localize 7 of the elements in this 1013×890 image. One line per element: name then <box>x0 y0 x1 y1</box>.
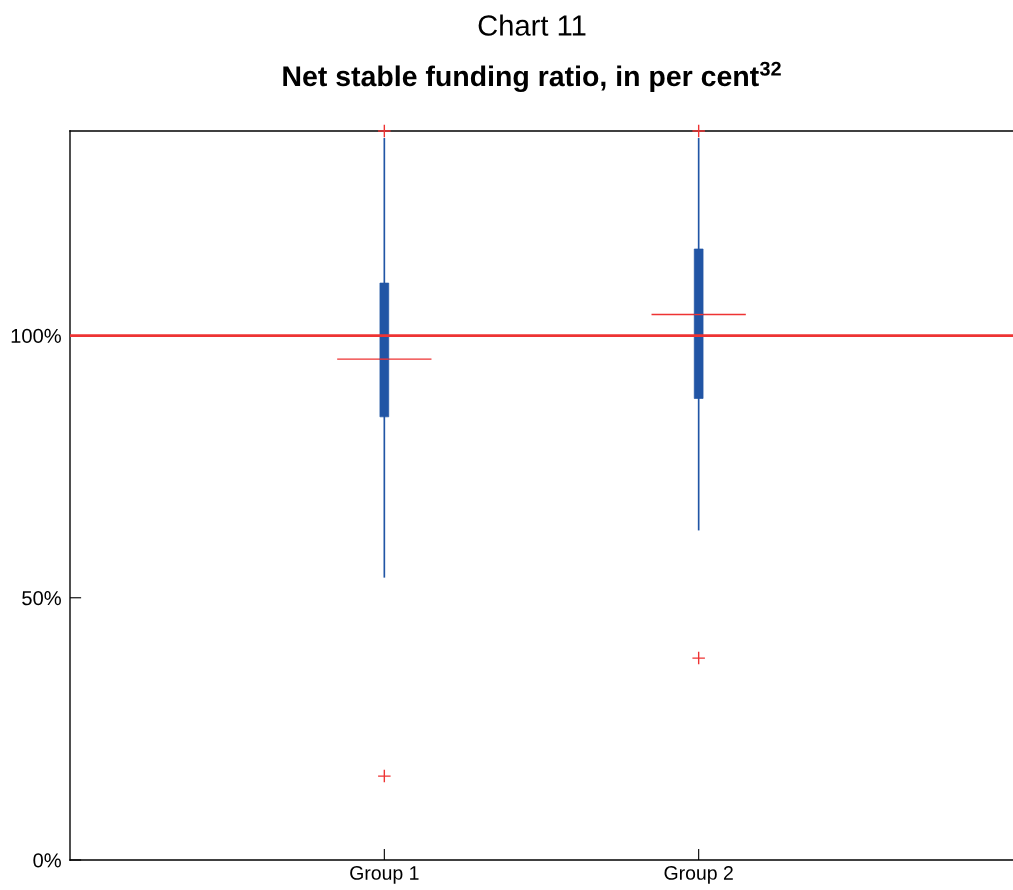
x-tick-label: Group 2 <box>664 866 733 884</box>
y-tick-label: 50% <box>22 591 61 606</box>
y-tick-label: 0% <box>33 853 61 868</box>
chart-title: Chart 11 <box>478 14 586 36</box>
chart-subtitle: Net stable funding ratio, in per cent$^{32}$ <box>283 61 781 93</box>
x-tick-label: Group 1 <box>350 866 419 884</box>
y-tick-label: 100% <box>11 328 61 344</box>
